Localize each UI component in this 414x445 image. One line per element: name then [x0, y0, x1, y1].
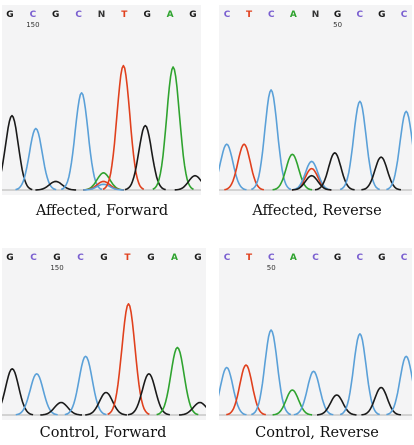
trace-peak-c	[251, 89, 292, 191]
base-call-g: G	[147, 253, 155, 263]
base-call-c: C	[267, 10, 275, 20]
trace-peak-a	[272, 389, 313, 416]
trace-peak-c	[60, 92, 103, 191]
base-call-g: G	[333, 253, 342, 263]
trace-plot	[2, 303, 206, 416]
base-call-c: C	[400, 253, 408, 263]
base-call-g: G	[194, 253, 202, 263]
trace-peak-a	[152, 66, 194, 191]
trace-plot	[219, 329, 412, 416]
caption-control-forward: Control, Forward	[39, 425, 167, 441]
base-call-a: A	[171, 253, 178, 263]
chromatogram-control-reverse: C T C A C G C G C 50	[219, 248, 412, 420]
base-call-g: G	[100, 253, 108, 263]
trace-peak-g	[2, 114, 33, 191]
base-call-g: G	[378, 253, 386, 263]
base-call-g: G	[333, 10, 342, 20]
base-call-c: C	[29, 10, 37, 20]
caption-affected-forward: Affected, Forward	[35, 203, 169, 219]
base-call-g: G	[53, 253, 61, 263]
base-call-c: C	[356, 253, 364, 263]
base-call-g: G	[189, 10, 197, 20]
caption-control-reverse: Control, Reverse	[255, 425, 379, 441]
base-call-sequence: G C G C G T G A G 150	[2, 253, 206, 272]
base-call-g: G	[143, 10, 151, 20]
trace-plot	[219, 89, 412, 191]
trace-peak-c	[339, 100, 380, 191]
base-call-n: N	[97, 10, 106, 20]
trace-peak-c	[219, 366, 247, 416]
trace-peak-g	[316, 394, 357, 416]
base-call-g: G	[52, 10, 60, 20]
base-call-a: A	[289, 253, 297, 263]
trace-peak-c	[339, 333, 380, 416]
trace-peak-g	[124, 124, 166, 191]
chromatogram-affected-forward: G C G C N T G A G 150	[2, 5, 201, 195]
chromatogram-affected-reverse: C T C A N G C G C 50	[219, 5, 412, 195]
position-label: 150	[50, 264, 64, 272]
trace-peak-a	[272, 153, 313, 191]
base-call-c: C	[400, 10, 408, 20]
trace-peak-c	[386, 355, 412, 416]
trace-peak-g	[314, 152, 355, 191]
trace-peak-g	[174, 174, 201, 191]
base-call-t: T	[246, 10, 253, 20]
base-call-t: T	[121, 10, 128, 20]
trace-peak-g	[291, 174, 332, 191]
trace-peak-g	[40, 401, 82, 416]
trace-peak-t	[226, 364, 266, 416]
trace-peak-g	[361, 156, 402, 191]
trace-peak-g	[361, 386, 401, 416]
base-call-sequence: G C G C N T G A G 150	[2, 10, 201, 29]
base-call-c: C	[30, 253, 37, 263]
base-call-t: T	[246, 253, 253, 263]
trace-peak-g	[35, 180, 77, 191]
trace-peak-t	[102, 64, 145, 191]
base-call-c: C	[356, 10, 364, 20]
base-call-a: A	[166, 10, 174, 20]
base-call-a: A	[289, 10, 297, 20]
base-call-c: C	[77, 253, 84, 263]
base-call-sequence: C T C A C G C G C 50	[219, 253, 412, 272]
base-call-sequence: C T C A N G C G C 50	[219, 10, 412, 29]
base-call-t: T	[124, 253, 131, 263]
position-label: 50	[266, 264, 276, 272]
position-label: 50	[333, 21, 343, 29]
trace-peak-a	[156, 346, 199, 416]
base-call-g: G	[6, 253, 14, 263]
trace-peak-g	[179, 401, 206, 416]
trace-peak-c	[386, 110, 412, 191]
trace-peak-c	[15, 373, 58, 416]
base-call-n: N	[311, 10, 320, 20]
trace-peak-c	[15, 127, 57, 191]
base-call-c: C	[312, 253, 319, 263]
trace-peak-t	[107, 303, 150, 416]
trace-peak-c	[83, 183, 124, 191]
trace-peak-c	[64, 355, 107, 416]
chromatogram-control-forward: G C G C G T G A G 150	[2, 248, 206, 420]
trace-peak-t	[224, 143, 265, 191]
trace-peak-c	[219, 143, 247, 191]
base-call-g: G	[6, 10, 14, 20]
base-call-g: G	[378, 10, 386, 20]
base-call-c: C	[223, 253, 231, 263]
base-call-c: C	[75, 10, 82, 20]
trace-peak-g	[2, 368, 34, 416]
trace-plot	[2, 64, 201, 191]
trace-peak-g	[85, 391, 127, 416]
position-label: 150	[26, 21, 40, 29]
caption-affected-reverse: Affected, Reverse	[252, 203, 382, 219]
base-call-c: C	[267, 253, 275, 263]
base-call-c: C	[223, 10, 231, 20]
trace-peak-c	[291, 160, 332, 191]
